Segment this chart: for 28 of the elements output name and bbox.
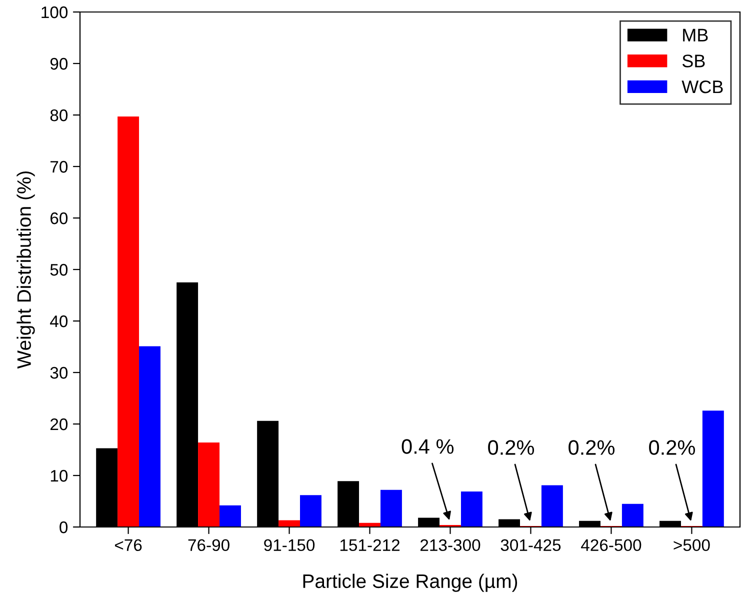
y-tick-label: 90: [50, 58, 68, 70]
x-tick-label: <76: [114, 539, 142, 552]
y-tick-label: 100: [42, 6, 68, 18]
y-axis-title: Weight Distribution (%): [16, 171, 35, 369]
annotation: 0.2%: [568, 440, 615, 455]
annotation: 0.2%: [649, 440, 695, 455]
y-tick-label: 30: [50, 366, 68, 379]
x-tick-label: 213-300: [420, 539, 480, 552]
y-tick-label: 60: [50, 212, 68, 224]
legend-label: MB: [683, 28, 708, 42]
x-axis-title: Particle Size Range (µm): [303, 574, 518, 592]
y-tick-label: 10: [50, 470, 68, 482]
x-tick-label: 301-425: [500, 539, 561, 552]
y-tick-label: 50: [50, 264, 68, 276]
x-tick-label: >500: [674, 539, 710, 552]
legend-label: SB: [682, 54, 705, 68]
legend-label: WCB: [682, 80, 723, 94]
y-tick-label: 80: [50, 109, 68, 122]
x-tick-label: 76-90: [188, 539, 230, 552]
y-tick-label: 40: [50, 315, 68, 328]
x-tick-label: 151-212: [340, 539, 400, 552]
y-tick-label: 0: [60, 521, 68, 534]
x-tick-label: 91-150: [264, 539, 315, 552]
annotation: 0.2%: [488, 440, 534, 455]
y-tick-label: 70: [50, 160, 68, 173]
x-tick-label: 426-500: [581, 539, 642, 552]
y-tick-label: 20: [50, 418, 68, 430]
annotation: 0.4 %: [402, 439, 454, 454]
